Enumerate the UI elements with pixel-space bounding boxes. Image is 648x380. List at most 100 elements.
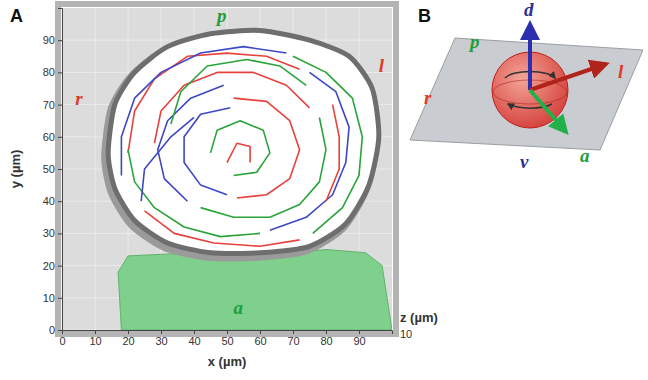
orientation-label: l <box>379 55 385 76</box>
orientation-label: p <box>215 5 227 26</box>
y-tick-label: 20 <box>43 260 55 272</box>
y-tick-mark <box>58 72 62 73</box>
orientation-label: a <box>234 297 244 318</box>
x-tick: 60 <box>254 330 266 347</box>
y-tick-mark <box>58 137 62 138</box>
z-axis-title: z (µm) <box>400 310 438 325</box>
axis-arrow-a <box>530 90 566 132</box>
track <box>154 72 309 143</box>
z-tick-label: 10 <box>400 328 412 340</box>
y-tick: 90 <box>43 34 62 46</box>
orientation-label: l <box>618 61 624 82</box>
y-tick: 70 <box>43 99 62 111</box>
cell-outline <box>108 30 379 253</box>
orientation-label: r <box>75 88 83 109</box>
x-tick-label: 90 <box>353 335 365 347</box>
x-tick-label: 40 <box>188 335 200 347</box>
y-tick-label: 90 <box>43 34 55 46</box>
x-tick-mark <box>95 330 96 334</box>
x-tick: 80 <box>320 330 332 347</box>
y-tick-label: 10 <box>43 292 55 304</box>
x-tick-mark <box>260 330 261 334</box>
track <box>141 117 194 201</box>
orientation-label: a <box>580 145 590 166</box>
x-axis-title: x (µm) <box>208 354 247 369</box>
y-tick-mark <box>58 233 62 234</box>
track <box>211 121 270 176</box>
x-axis-line <box>63 331 393 335</box>
x-tick-label: 10 <box>89 335 101 347</box>
x-tick-mark <box>194 330 195 334</box>
y-tick-label: 30 <box>43 227 55 239</box>
plot-background <box>62 8 392 330</box>
axis-arrow-d <box>528 24 532 90</box>
grid <box>62 8 392 330</box>
y-tick-label: 50 <box>43 163 55 175</box>
y-tick-label: 80 <box>43 66 55 78</box>
track <box>201 117 326 217</box>
x-tick-label: 20 <box>122 335 134 347</box>
plot-area <box>105 30 392 330</box>
x-tick-label: 80 <box>320 335 332 347</box>
track <box>270 72 349 230</box>
y-tick-mark <box>58 330 62 331</box>
track <box>121 47 286 176</box>
x-tick-mark <box>227 330 228 334</box>
y-tick: 50 <box>43 163 62 175</box>
y-tick-mark <box>58 298 62 299</box>
x-tick: 20 <box>122 330 134 347</box>
y-tick: 30 <box>43 227 62 239</box>
x-tick: 70 <box>287 330 299 347</box>
y-axis-title: y (µm) <box>8 150 23 189</box>
x-tick-label: 70 <box>287 335 299 347</box>
track <box>326 105 339 202</box>
x-tick-mark <box>359 330 360 334</box>
x-tick-label: 0 <box>59 335 65 347</box>
y-tick-label: 40 <box>43 195 55 207</box>
orientation-label: v <box>520 151 529 172</box>
track <box>171 60 306 124</box>
x-tick: 90 <box>353 330 365 347</box>
track <box>227 143 250 162</box>
y-axis: 0 10 20 30 40 50 60 70 80 90 <box>43 9 63 337</box>
track <box>128 53 300 153</box>
track <box>234 98 300 198</box>
x-tick-label: 30 <box>155 335 167 347</box>
x-tick: 30 <box>155 330 167 347</box>
y-tick: 40 <box>43 195 62 207</box>
y-tick-mark <box>58 105 62 106</box>
y-axis-line <box>58 9 63 331</box>
panel-letter: B <box>418 6 431 26</box>
y-tick-mark <box>58 266 62 267</box>
x-axis: 0 10 20 30 40 50 60 70 80 90 <box>59 330 392 347</box>
y-tick-mark <box>58 40 62 41</box>
y-tick: 80 <box>43 66 62 78</box>
orientation-label: p <box>468 31 480 52</box>
y-tick-label: 70 <box>43 99 55 111</box>
neighbor-cell <box>118 250 392 331</box>
x-tick-mark <box>128 330 129 334</box>
y-tick-label: 0 <box>49 324 55 336</box>
x-tick-mark <box>326 330 327 334</box>
x-tick: 0 <box>59 330 65 347</box>
x-tick: 10 <box>89 330 101 347</box>
track <box>145 211 300 246</box>
x-tick: 40 <box>188 330 200 347</box>
x-tick: 50 <box>221 330 233 347</box>
orientation-label: d <box>524 0 534 20</box>
plane <box>410 38 643 150</box>
x-tick-mark <box>293 330 294 334</box>
track <box>128 150 260 237</box>
axis-arrow-l <box>530 64 606 90</box>
y-tick-mark <box>58 201 62 202</box>
y-tick: 10 <box>43 292 62 304</box>
orientation-label: r <box>424 87 432 108</box>
figure: 0 10 20 30 40 50 60 70 80 90 0 10 20 30 40 50 60 70 80 90 x … <box>0 0 648 380</box>
y-tick: 60 <box>43 131 62 143</box>
y-tick-label: 60 <box>43 131 55 143</box>
panel-b: Bd p l r v a <box>410 0 643 172</box>
x-tick-label: 50 <box>221 335 233 347</box>
y-tick-mark <box>58 169 62 170</box>
y-tick: 20 <box>43 260 62 272</box>
x-tick-label: 60 <box>254 335 266 347</box>
